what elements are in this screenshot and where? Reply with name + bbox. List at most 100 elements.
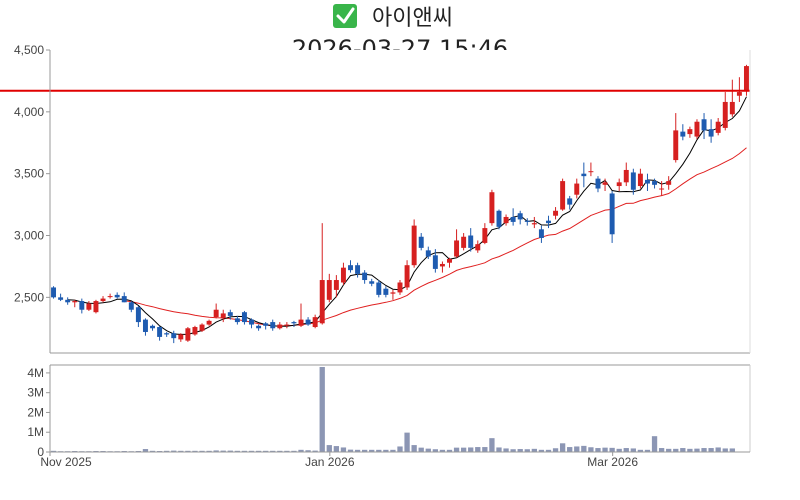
candle xyxy=(362,270,368,284)
candle xyxy=(602,178,608,191)
candle-body xyxy=(135,307,141,323)
candle xyxy=(291,320,297,328)
candle-body xyxy=(227,312,233,316)
volume-bar xyxy=(319,366,325,452)
candle xyxy=(369,278,375,287)
candle xyxy=(93,299,99,314)
candle-body xyxy=(461,236,467,248)
volume-bar xyxy=(531,448,537,452)
volume-bar xyxy=(545,449,552,452)
volume-bar xyxy=(248,450,255,452)
candle xyxy=(673,113,679,163)
candle-body xyxy=(369,281,375,284)
candle xyxy=(454,229,460,258)
candle-body xyxy=(715,121,721,133)
volume-bar xyxy=(333,446,340,452)
volume-bar xyxy=(340,447,347,452)
candle xyxy=(616,178,622,191)
candle-body xyxy=(312,317,318,328)
candle-body xyxy=(538,229,544,238)
candle xyxy=(213,303,219,319)
price-panel: 2,500 3,000 3,500 4,000 4,500 xyxy=(0,43,751,354)
volume-bar xyxy=(178,450,184,452)
date-tick-label: Nov 2025 xyxy=(40,455,92,469)
volume-bar xyxy=(298,449,304,452)
candle xyxy=(560,178,566,211)
candle xyxy=(270,319,276,331)
candle xyxy=(482,223,488,245)
volume-bar xyxy=(708,448,714,452)
candle-body xyxy=(65,299,71,303)
candle xyxy=(355,262,361,278)
volume-bar xyxy=(220,450,226,452)
candle xyxy=(489,189,495,226)
candle-body xyxy=(708,129,714,137)
volume-tick-label: 3M xyxy=(27,386,44,400)
price-tick-label: 2,500 xyxy=(14,290,44,304)
candle-body xyxy=(687,129,693,135)
candle xyxy=(79,298,85,314)
volume-tick-label: 2M xyxy=(27,405,44,419)
candle xyxy=(581,162,587,188)
volume-tick-label: 1M xyxy=(27,425,44,439)
volume-bar xyxy=(425,448,431,452)
candle xyxy=(397,280,403,295)
candle xyxy=(121,292,127,303)
volume-bar xyxy=(489,438,495,452)
candle-body xyxy=(510,216,516,222)
candle xyxy=(574,178,580,199)
candle xyxy=(524,218,530,226)
candle-body xyxy=(178,334,184,340)
candle-body xyxy=(51,287,57,298)
candle xyxy=(418,233,424,251)
candle-body xyxy=(157,327,163,337)
candle xyxy=(722,92,728,131)
volume-bar xyxy=(291,450,297,452)
candle-body xyxy=(588,171,594,173)
candle-body xyxy=(142,319,148,332)
price-tick-label: 4,500 xyxy=(14,43,44,57)
candle xyxy=(623,162,629,187)
candle-body xyxy=(652,181,658,185)
moving-average-long xyxy=(124,147,747,327)
candle xyxy=(376,280,382,298)
candle-body xyxy=(666,181,672,185)
candle xyxy=(58,293,64,302)
price-tick-label: 3,000 xyxy=(14,229,44,243)
volume-bar xyxy=(192,450,198,452)
candle-body xyxy=(72,301,78,303)
candle-body xyxy=(404,265,410,288)
candle xyxy=(680,124,686,141)
candle-body xyxy=(673,130,679,161)
candle-body xyxy=(256,325,262,329)
candle xyxy=(234,315,240,325)
candle xyxy=(383,286,389,298)
volume-bar xyxy=(411,445,417,452)
volume-bar xyxy=(510,449,516,452)
candle-body xyxy=(524,220,530,222)
candle xyxy=(107,293,113,299)
candle xyxy=(171,330,177,344)
candle xyxy=(86,301,92,311)
volume-bar xyxy=(376,449,382,452)
volume-bar xyxy=(369,449,375,452)
candle xyxy=(72,299,78,308)
candle xyxy=(51,286,57,299)
candle-body xyxy=(609,193,615,235)
candle-body xyxy=(574,183,580,195)
candle xyxy=(340,262,346,285)
candle xyxy=(227,309,233,320)
candle-body xyxy=(355,265,361,274)
candle xyxy=(588,162,594,177)
candle xyxy=(736,77,742,102)
volume-bar xyxy=(284,450,290,452)
candle-body xyxy=(234,318,240,323)
candle-body xyxy=(595,178,601,189)
candle xyxy=(609,190,615,243)
candle xyxy=(164,331,170,337)
candle-body xyxy=(185,328,191,341)
candle-body xyxy=(348,265,353,271)
date-tick-label: Mar 2026 xyxy=(587,455,638,469)
candle xyxy=(503,214,509,226)
volume-bar xyxy=(171,450,177,452)
